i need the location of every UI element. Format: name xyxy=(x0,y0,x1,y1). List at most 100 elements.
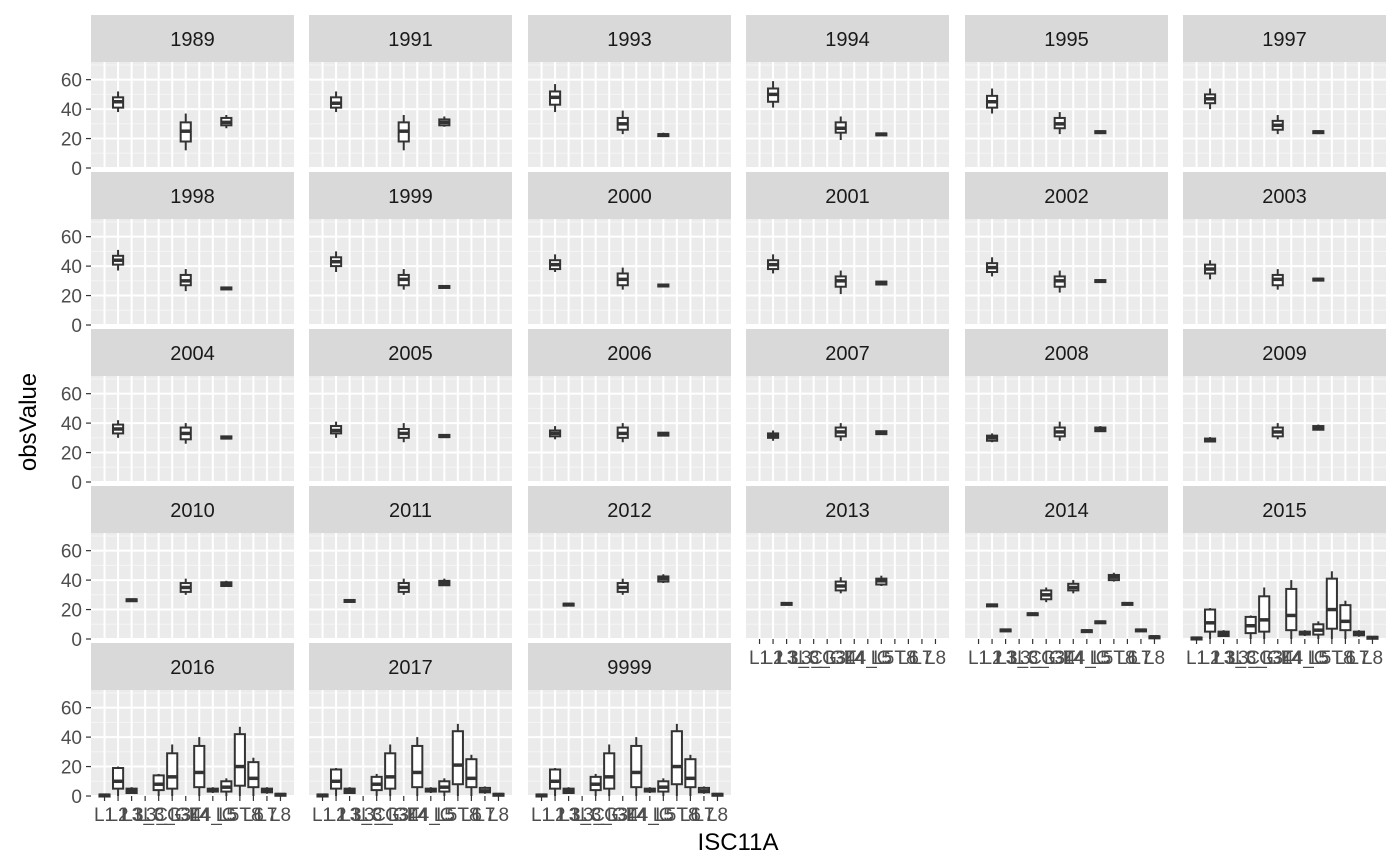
box-L2 xyxy=(985,88,999,114)
x-tick-label: L3_GT xyxy=(143,805,201,826)
box-L2 xyxy=(111,249,125,271)
box-L34 xyxy=(1053,270,1066,293)
facet-panel-2014: 2014 L1L2L3L3_CL3_GL3_GTL34L4L4_CL5L5T8L6… xyxy=(965,486,1168,669)
box-L8 xyxy=(492,792,505,797)
facet-strip-label: 1997 xyxy=(1262,29,1307,51)
x-tick-label: L3_G xyxy=(135,805,181,826)
box-L5 xyxy=(438,284,451,289)
box-body xyxy=(670,730,683,786)
facet-panels: 1989 0 20 40 60 1991 1993 1994 1995 1997 1998 0 20 40… xyxy=(61,15,1386,826)
facet-strip xyxy=(528,172,731,219)
x-tick-label: L3_GT xyxy=(1235,648,1293,669)
box-L2 xyxy=(985,603,999,608)
box-L5T8 xyxy=(670,723,683,796)
y-tick-label: 40 xyxy=(61,100,82,121)
box-L3 xyxy=(999,628,1012,633)
box-L34 xyxy=(179,578,192,595)
x-tick-label: L5 xyxy=(871,648,892,669)
box-L34 xyxy=(397,115,410,151)
x-tick-label: L34 xyxy=(825,648,857,669)
x-tick-label: L1 xyxy=(312,805,333,826)
box-body xyxy=(166,752,179,790)
x-tick-label: L3_G xyxy=(353,805,399,826)
x-tick-label: L3_C xyxy=(1214,648,1259,669)
box-L2 xyxy=(985,257,999,277)
x-tick-label: L5T8 xyxy=(436,805,479,826)
facet-strip-label: 2010 xyxy=(170,500,215,522)
panel-background xyxy=(309,219,512,325)
x-tick-label: L3_G xyxy=(1227,648,1273,669)
y-tick-label: 40 xyxy=(61,571,82,592)
x-tick-label: L4_C xyxy=(1282,648,1327,669)
y-tick-label: 40 xyxy=(61,728,82,749)
x-tick-label: L8 xyxy=(707,805,728,826)
box-L7 xyxy=(260,787,274,794)
facet-strip-label: 2002 xyxy=(1044,186,1089,208)
facet-strip-label: 2014 xyxy=(1044,500,1089,522)
box-L5 xyxy=(1094,130,1107,135)
facet-strip xyxy=(746,172,949,219)
x-tick-label: L34 xyxy=(1262,648,1294,669)
box-body xyxy=(1285,587,1298,632)
box-L5 xyxy=(875,280,888,286)
facet-strip xyxy=(1183,172,1386,219)
x-tick-label: L5T8 xyxy=(1092,648,1135,669)
box-L2 xyxy=(548,426,562,440)
y-tick-label: 0 xyxy=(71,473,82,494)
x-tick-label: L2 xyxy=(1199,648,1220,669)
x-tick-label: L3 xyxy=(558,805,579,826)
x-tick-label: L34 xyxy=(170,805,202,826)
x-tick-label: L3_G xyxy=(790,648,836,669)
x-tick-label: L3_C xyxy=(996,648,1041,669)
box-L3_G xyxy=(370,773,383,796)
facet-panel-2006: 2006 xyxy=(528,329,731,483)
box-L7 xyxy=(1352,630,1366,637)
facet-strip xyxy=(1183,15,1386,62)
box-L5 xyxy=(438,116,451,127)
box-L34 xyxy=(1053,421,1066,441)
box-L3 xyxy=(1217,630,1230,638)
facet-strip xyxy=(746,486,949,533)
x-tick-label: L3_GT xyxy=(580,805,638,826)
panel-background xyxy=(1183,376,1386,482)
facet-strip xyxy=(91,172,294,219)
facet-panel-2003: 2003 xyxy=(1183,172,1386,326)
box-L2 xyxy=(1203,437,1217,443)
facet-strip-label: 2007 xyxy=(825,343,870,365)
box-L3_GT xyxy=(166,744,179,796)
panel-background xyxy=(1183,62,1386,168)
x-tick-label: L4 xyxy=(407,805,429,826)
box-L3_GT xyxy=(384,744,397,796)
x-tick-label: L1 xyxy=(968,648,989,669)
y-tick-label: 0 xyxy=(71,787,82,808)
panel-background xyxy=(528,376,731,482)
box-L8 xyxy=(1148,635,1161,640)
box-L34 xyxy=(616,110,629,135)
box-body xyxy=(465,758,478,789)
box-L3 xyxy=(562,602,575,607)
box-L8 xyxy=(274,792,287,797)
box-L3_G xyxy=(589,773,602,796)
box-L5 xyxy=(438,433,451,439)
box-L5 xyxy=(438,578,451,587)
facet-strip xyxy=(965,486,1168,533)
box-L1 xyxy=(1190,636,1203,641)
facet-strip xyxy=(1183,329,1386,376)
box-L5T8 xyxy=(233,726,246,796)
facet-strip-label: 1989 xyxy=(170,29,215,51)
box-L4_C xyxy=(424,787,437,794)
box-L4 xyxy=(1285,580,1298,639)
box-L3_GT xyxy=(603,744,616,796)
box-L7 xyxy=(697,786,711,794)
box-L2 xyxy=(329,768,343,796)
facet-panel-2010: 2010 0 20 40 60 xyxy=(61,486,294,651)
box-L5 xyxy=(220,580,233,588)
panel-background xyxy=(528,62,731,168)
box-L2 xyxy=(111,766,125,796)
box-body xyxy=(1325,577,1338,630)
box-L5 xyxy=(1312,130,1325,135)
panel-background xyxy=(91,219,294,325)
box-L34 xyxy=(616,578,629,595)
box-body xyxy=(111,767,125,790)
box-L2 xyxy=(111,91,125,113)
